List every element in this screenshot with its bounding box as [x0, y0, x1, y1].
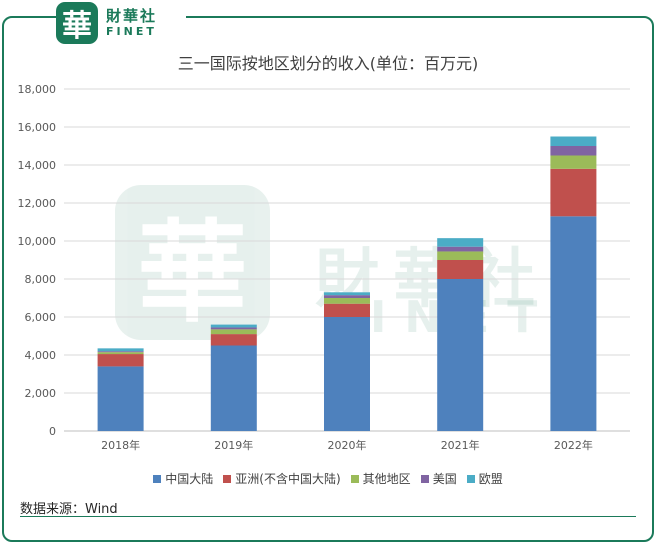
bar-segment [210, 327, 257, 330]
bar-segment [550, 136, 597, 146]
legend-swatch [153, 474, 162, 483]
bar-segment [550, 216, 597, 431]
legend-swatch [350, 474, 359, 483]
bar-segment [324, 303, 370, 317]
legend-label: 其他地区 [362, 472, 411, 486]
bar-segment [324, 292, 370, 296]
y-tick-label: 2,000 [25, 387, 57, 400]
bar-segment [550, 155, 597, 169]
legend-swatch [223, 474, 232, 483]
bar-segment [210, 324, 257, 328]
bar-segment [97, 351, 144, 353]
y-tick-label: 4,000 [25, 349, 57, 362]
bar-segment [437, 279, 484, 431]
y-tick-label: 0 [49, 425, 56, 438]
legend-swatch [466, 474, 475, 483]
y-tick-label: 6,000 [25, 311, 57, 324]
bar-segment [97, 354, 144, 367]
y-tick-label: 18,000 [18, 83, 57, 96]
x-tick-label: 2018年 [101, 438, 140, 452]
legend-item: 美国 [420, 470, 457, 487]
chart-legend: 中国大陆 亚洲(不含中国大陆) 其他地区 美国 欧盟 [0, 470, 656, 487]
bar-segment [437, 260, 484, 279]
x-tick-label: 2019年 [214, 438, 253, 452]
legend-label: 亚洲(不含中国大陆) [235, 472, 341, 486]
bar-segment [324, 295, 370, 298]
chart-title: 三一国际按地区划分的收入(单位：百万元) [177, 54, 479, 73]
y-tick-label: 16,000 [18, 121, 57, 134]
bar-segment [324, 317, 370, 431]
bar-segment [210, 334, 257, 346]
y-tick-label: 10,000 [18, 235, 57, 248]
data-source: 数据来源：Wind [20, 502, 118, 517]
legend-item: 其他地区 [350, 470, 411, 487]
legend-item: 亚洲(不含中国大陆) [223, 470, 341, 487]
finet-logo: 華 財華社 FINET [56, 0, 186, 46]
bar-segment [324, 298, 370, 304]
bar-segment [210, 329, 257, 335]
x-tick-label: 2022年 [554, 438, 593, 452]
bar-segment [210, 345, 257, 431]
y-tick-label: 14,000 [18, 159, 57, 172]
legend-item: 欧盟 [466, 470, 503, 487]
bar-segment [437, 238, 484, 247]
bar-segment [550, 168, 597, 217]
logo-name-en: FINET [106, 25, 157, 38]
bar-segment [97, 352, 144, 355]
legend-item: 中国大陆 [153, 470, 213, 487]
bar-segment [97, 366, 144, 431]
x-tick-label: 2021年 [441, 438, 480, 452]
legend-label: 中国大陆 [165, 472, 214, 486]
bar-segment [97, 348, 144, 352]
legend-swatch [420, 474, 429, 483]
logo-seal: 華 [56, 2, 98, 44]
bottom-divider [20, 516, 636, 517]
bar-segment [550, 146, 597, 156]
logo-brand: 財華社 FINET [106, 7, 158, 38]
y-tick-label: 8,000 [25, 273, 57, 286]
bar-segment [437, 251, 484, 260]
bar-segment [437, 246, 484, 252]
legend-label: 美国 [432, 472, 457, 486]
y-tick-label: 12,000 [18, 197, 57, 210]
x-tick-label: 2020年 [328, 438, 367, 452]
legend-label: 欧盟 [478, 472, 503, 486]
logo-name-cn: 財華社 [106, 7, 158, 25]
